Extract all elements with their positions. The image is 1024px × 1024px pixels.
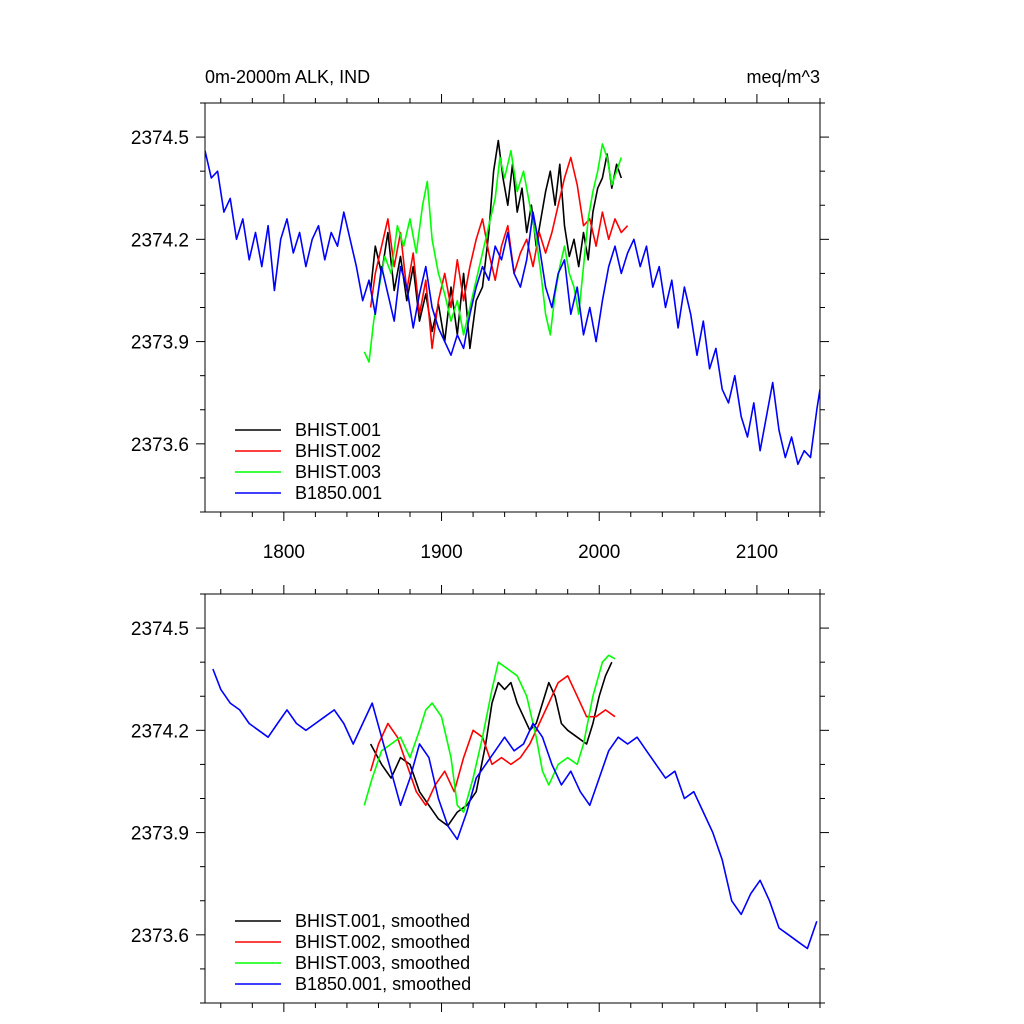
top-y-tick-label: 2373.6 <box>131 435 189 456</box>
top-panel-units: meq/m^3 <box>747 67 820 87</box>
top-y-tick-label: 2374.5 <box>131 128 189 149</box>
top-series-line-2 <box>369 156 629 350</box>
top-x-tick-label: 1800 <box>263 542 305 563</box>
top-series-line-4 <box>205 150 820 466</box>
top-legend-label-3: BHIST.003 <box>295 462 381 482</box>
top-panel: 0m-2000m ALK, IND meq/m^3 2374.5 2374.2 23… <box>131 67 829 563</box>
bottom-y-tick-label: 2374.2 <box>131 721 189 742</box>
top-series-line-1 <box>369 139 623 350</box>
bottom-y-tick-label: 2373.9 <box>131 824 189 845</box>
bottom-legend-label-4: B1850.001, smoothed <box>295 974 471 994</box>
top-x-tick-label: 2000 <box>578 542 620 563</box>
top-x-tick-label: 1900 <box>420 542 462 563</box>
bottom-series-line-3 <box>363 654 616 813</box>
bottom-panel: 2374.5 2374.2 2373.9 2373.6 BHIST.001, smoot… <box>131 585 829 1012</box>
bottom-y-tick-label: 2374.5 <box>131 619 189 640</box>
top-panel-title: 0m-2000m ALK, IND <box>205 67 370 87</box>
bottom-series-line-2 <box>369 675 616 807</box>
bottom-legend-label-3: BHIST.003, smoothed <box>295 953 470 973</box>
bottom-legend-label-2: BHIST.002, smoothed <box>295 932 470 952</box>
bottom-y-tick-label: 2373.6 <box>131 926 189 947</box>
bottom-series-line-1 <box>369 661 613 827</box>
top-x-tick-label: 2100 <box>736 542 778 563</box>
top-y-tick-label: 2374.2 <box>131 230 189 251</box>
bottom-series-line-4 <box>212 668 818 950</box>
top-y-tick-label: 2373.9 <box>131 333 189 354</box>
bottom-legend-label-1: BHIST.001, smoothed <box>295 911 470 931</box>
top-series-line-3 <box>363 143 623 363</box>
top-legend-label-2: BHIST.002 <box>295 441 381 461</box>
top-legend-label-4: B1850.001 <box>295 483 382 503</box>
top-legend-label-1: BHIST.001 <box>295 420 381 440</box>
